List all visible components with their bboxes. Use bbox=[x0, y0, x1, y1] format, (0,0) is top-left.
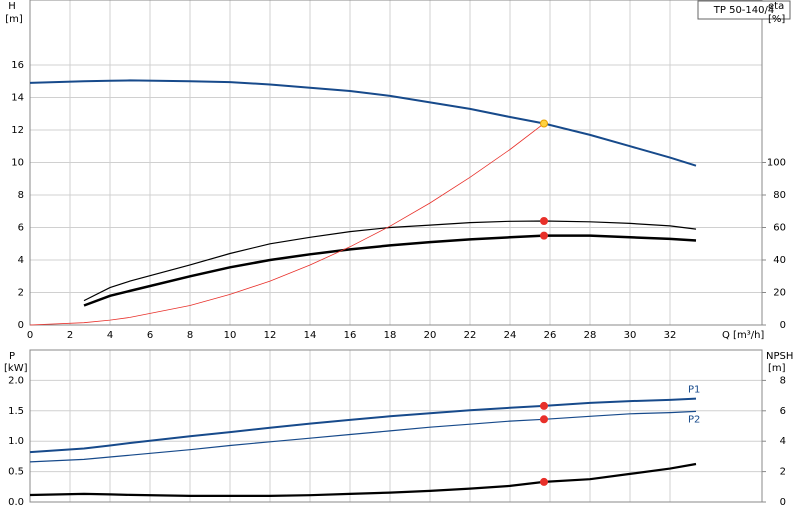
x-tick-label: 30 bbox=[624, 330, 637, 341]
curve bbox=[29, 462, 697, 497]
x-tick-label: 14 bbox=[304, 330, 317, 341]
y-tick-label: 0 bbox=[18, 320, 24, 331]
chart-title: TP 50-140/4 bbox=[713, 5, 774, 16]
x-tick-label: 18 bbox=[384, 330, 397, 341]
duty-point bbox=[540, 401, 548, 410]
curve bbox=[83, 234, 697, 307]
duty-point bbox=[540, 217, 548, 225]
title-box bbox=[697, 0, 791, 20]
y2-tick-label: 40 bbox=[773, 255, 786, 266]
legend-label: P1 bbox=[688, 385, 700, 396]
x-tick-label: 28 bbox=[584, 330, 597, 341]
y2-tick-label: 0 bbox=[780, 497, 786, 508]
y2-tick-label: 0 bbox=[780, 320, 786, 331]
x-tick-label: 8 bbox=[187, 330, 193, 341]
x-tick-label: 12 bbox=[264, 330, 277, 341]
x-tick-label: 6 bbox=[147, 330, 153, 341]
curve bbox=[29, 397, 697, 454]
x-tick-label: 4 bbox=[107, 330, 113, 341]
x-tick-label: 16 bbox=[344, 330, 357, 341]
y2-tick-label: 100 bbox=[767, 158, 786, 169]
x-tick-label: 24 bbox=[504, 330, 517, 341]
y2-tick-label: 80 bbox=[773, 190, 786, 201]
curve bbox=[29, 410, 697, 463]
y2-tick-label: 4 bbox=[780, 436, 786, 447]
y2-axis-unit: [m] bbox=[768, 363, 786, 374]
curve bbox=[83, 220, 697, 302]
y2-tick-label: 20 bbox=[773, 288, 786, 299]
x-tick-label: 20 bbox=[424, 330, 437, 341]
y-tick-label: 4 bbox=[18, 255, 24, 266]
y-tick-label: 12 bbox=[11, 125, 24, 136]
y-tick-label: 16 bbox=[11, 60, 24, 71]
duty-point bbox=[540, 415, 548, 424]
y-axis-unit: [kW] bbox=[4, 363, 28, 374]
y-tick-label: 0.0 bbox=[8, 497, 24, 508]
x-tick-label: 22 bbox=[464, 330, 477, 341]
y2-tick-label: 6 bbox=[780, 406, 786, 417]
curve bbox=[29, 79, 697, 167]
y2-tick-label: 2 bbox=[780, 467, 786, 478]
x-tick-label: 0 bbox=[27, 330, 33, 341]
y2-axis-label: NPSH bbox=[766, 351, 793, 362]
y2-axis-unit: [%] bbox=[768, 14, 785, 25]
x-axis-label: Q [m³/h] bbox=[722, 330, 764, 341]
bottom-plot-frame bbox=[29, 349, 763, 503]
curve bbox=[29, 123, 545, 326]
y-tick-label: 6 bbox=[18, 223, 24, 234]
y-axis-unit: [m] bbox=[5, 14, 23, 25]
y-tick-label: 8 bbox=[18, 190, 24, 201]
x-tick-label: 10 bbox=[224, 330, 237, 341]
x-tick-label: 26 bbox=[544, 330, 557, 341]
y2-axis-label: eta bbox=[768, 1, 784, 12]
y-tick-label: 1.0 bbox=[8, 436, 24, 447]
x-tick-label: 2 bbox=[67, 330, 73, 341]
y-axis-label: H bbox=[8, 1, 16, 12]
duty-point bbox=[540, 477, 548, 486]
x-tick-label: 32 bbox=[664, 330, 677, 341]
y2-tick-label: 60 bbox=[773, 223, 786, 234]
y-tick-label: 10 bbox=[11, 158, 24, 169]
duty-point bbox=[540, 119, 548, 128]
duty-point bbox=[540, 231, 548, 240]
y-tick-label: 2 bbox=[18, 288, 24, 299]
legend-label: P2 bbox=[688, 414, 700, 425]
y-tick-label: 2.0 bbox=[8, 375, 24, 386]
y-axis-label: P bbox=[9, 351, 15, 362]
y-tick-label: 0.5 bbox=[8, 467, 24, 478]
y2-tick-label: 8 bbox=[780, 375, 786, 386]
y-tick-label: 14 bbox=[11, 93, 24, 104]
y-tick-label: 1.5 bbox=[8, 406, 24, 417]
